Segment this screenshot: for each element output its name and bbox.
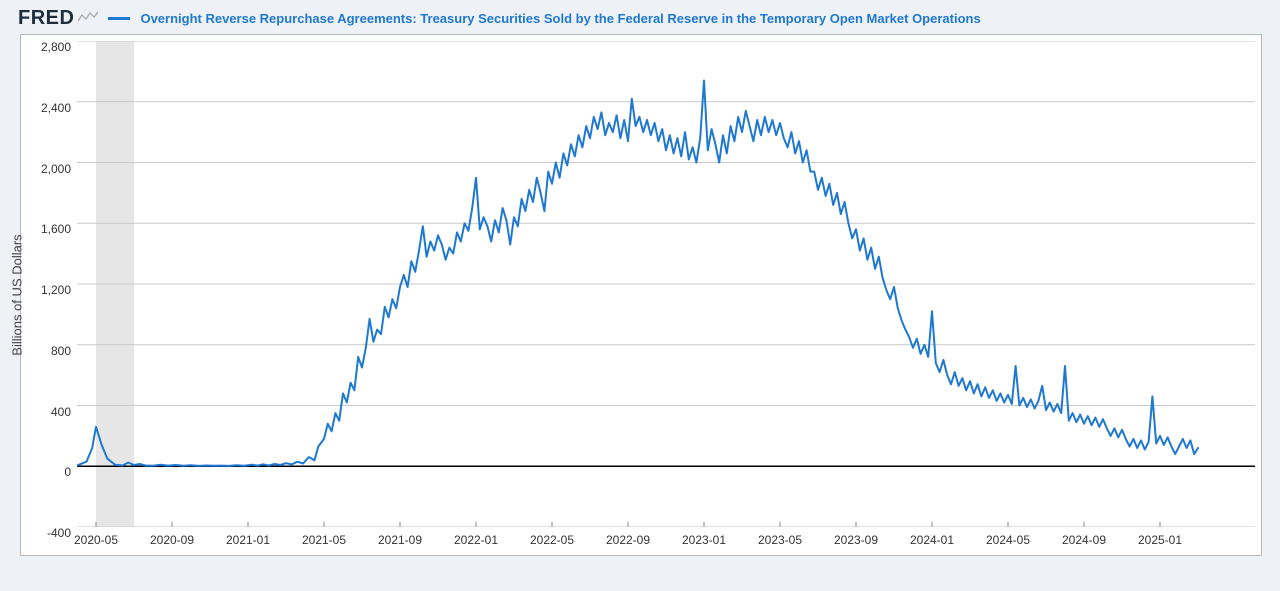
x-tick-label: 2021-01 [226, 533, 270, 547]
plot-area: -40004008001,2001,6002,0002,4002,8002020… [77, 41, 1255, 527]
logo-text: FRED [18, 7, 74, 30]
fred-logo: FRED [18, 7, 98, 30]
x-tick-label: 2021-09 [378, 533, 422, 547]
chart-header: FRED Overnight Reverse Repurchase Agreem… [18, 6, 1262, 30]
y-tick-label: 2,000 [41, 162, 71, 176]
plot-frame: Billions of US Dollars -40004008001,2001… [20, 34, 1262, 556]
x-tick-label: 2022-09 [606, 533, 650, 547]
chart-svg [77, 41, 1255, 527]
x-tick-label: 2022-01 [454, 533, 498, 547]
x-tick-label: 2023-01 [682, 533, 726, 547]
y-tick-label: 800 [51, 344, 71, 358]
x-tick-label: 2024-05 [986, 533, 1030, 547]
x-tick-label: 2024-01 [910, 533, 954, 547]
chart-container: FRED Overnight Reverse Repurchase Agreem… [0, 0, 1280, 591]
legend-swatch [108, 17, 130, 20]
series-title: Overnight Reverse Repurchase Agreements:… [140, 11, 980, 26]
y-tick-label: 1,200 [41, 283, 71, 297]
x-tick-label: 2020-09 [150, 533, 194, 547]
y-tick-label: 2,800 [41, 40, 71, 54]
y-tick-label: 1,600 [41, 222, 71, 236]
x-tick-label: 2024-09 [1062, 533, 1106, 547]
x-tick-label: 2021-05 [302, 533, 346, 547]
logo-chart-icon [78, 10, 98, 26]
y-tick-label: 400 [51, 405, 71, 419]
x-tick-label: 2023-05 [758, 533, 802, 547]
x-tick-label: 2022-05 [530, 533, 574, 547]
y-tick-label: -400 [47, 526, 71, 540]
x-tick-label: 2025-01 [1138, 533, 1182, 547]
y-tick-label: 2,400 [41, 101, 71, 115]
x-tick-label: 2020-05 [74, 533, 118, 547]
x-tick-label: 2023-09 [834, 533, 878, 547]
y-tick-label: 0 [64, 465, 71, 479]
y-axis-label: Billions of US Dollars [10, 234, 25, 355]
